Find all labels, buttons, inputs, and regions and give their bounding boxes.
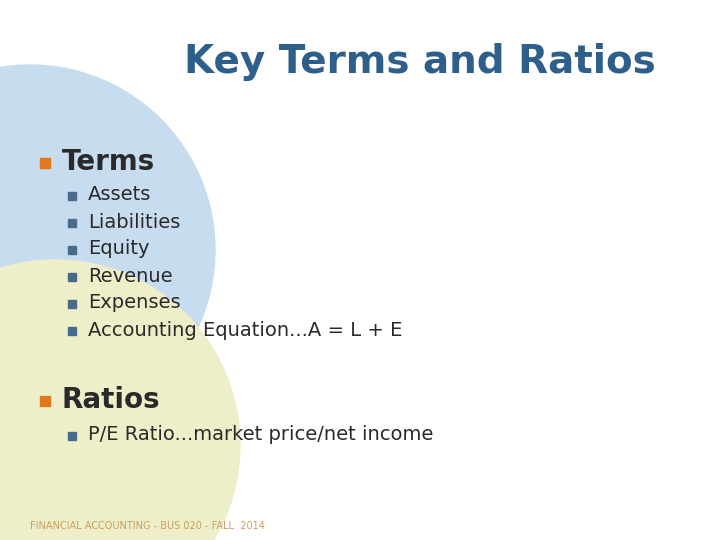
Circle shape	[0, 260, 240, 540]
Bar	[68, 219, 76, 227]
Text: Key Terms and Ratios: Key Terms and Ratios	[184, 43, 656, 81]
Bar	[68, 273, 76, 281]
Text: Terms: Terms	[62, 148, 156, 176]
Text: Equity: Equity	[88, 240, 150, 259]
Bar	[68, 192, 76, 200]
Text: Ratios: Ratios	[62, 386, 161, 414]
Bar	[68, 327, 76, 335]
Text: FINANCIAL ACCOUNTING - BUS 020 - FALL  2014: FINANCIAL ACCOUNTING - BUS 020 - FALL 20…	[30, 521, 265, 531]
Circle shape	[0, 65, 215, 435]
Bar	[68, 246, 76, 254]
Text: Accounting Equation...A = L + E: Accounting Equation...A = L + E	[88, 321, 402, 340]
Bar	[68, 432, 76, 440]
Text: Assets: Assets	[88, 186, 151, 205]
Text: P/E Ratio...market price/net income: P/E Ratio...market price/net income	[88, 426, 433, 444]
Bar	[68, 300, 76, 308]
Text: Revenue: Revenue	[88, 267, 173, 286]
Bar	[40, 396, 50, 406]
Bar	[40, 158, 50, 168]
Text: Expenses: Expenses	[88, 294, 181, 313]
Text: Liabilities: Liabilities	[88, 213, 181, 232]
